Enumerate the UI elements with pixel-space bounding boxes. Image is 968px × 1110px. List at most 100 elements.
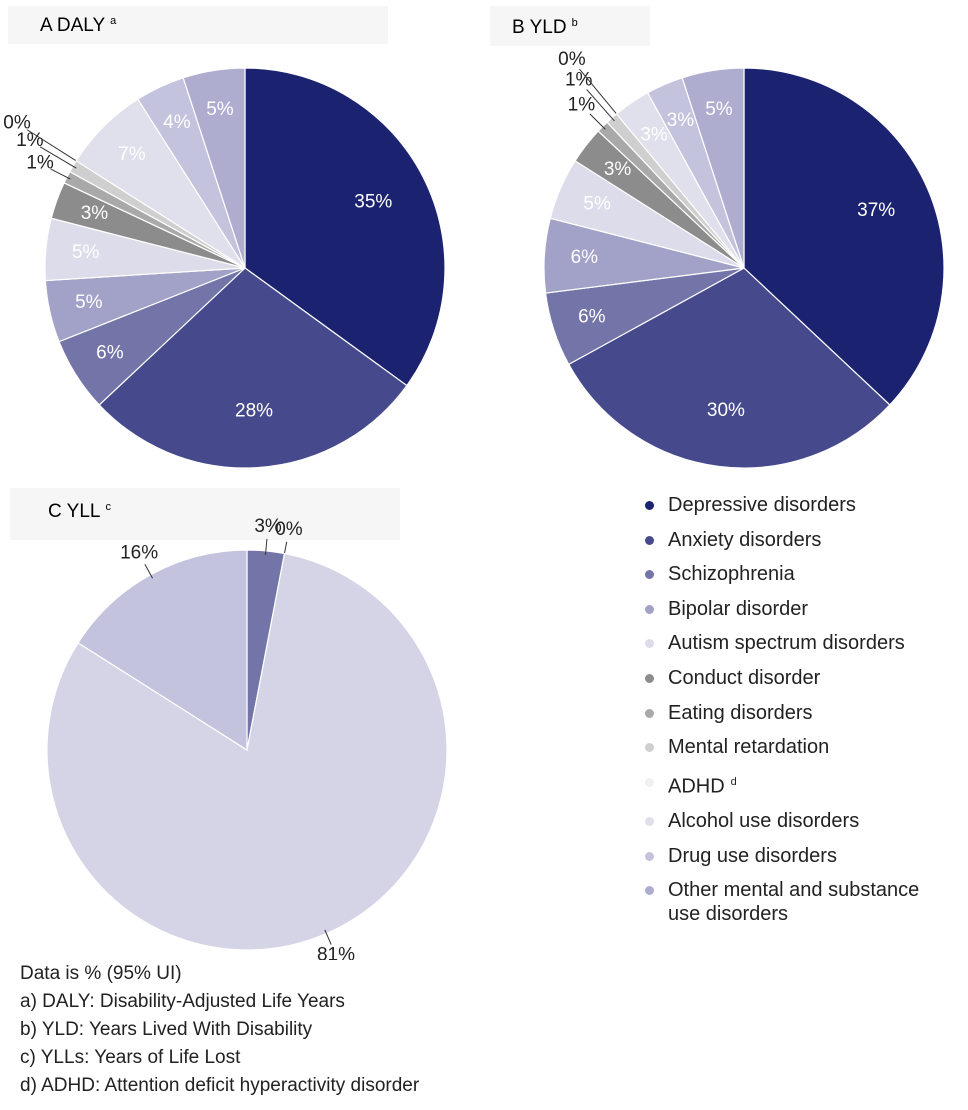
leader-line — [144, 563, 154, 579]
legend-item: Mental retardation — [645, 735, 945, 759]
leader-line — [39, 146, 77, 169]
legend-label: Depressive disorders — [668, 494, 856, 516]
legend-label: ADHD — [668, 775, 725, 798]
title-bg — [10, 488, 400, 540]
legend-label: Autism spectrum disorders — [668, 632, 905, 655]
data-label: 5% — [72, 242, 100, 263]
data-label: 3% — [254, 516, 282, 537]
legend-label: Other mental and substance use disorders — [668, 879, 920, 926]
title-bg — [8, 6, 388, 44]
pie-slice — [567, 267, 891, 469]
leader-line — [264, 538, 268, 555]
legend-label: Schizophrenia — [668, 563, 795, 586]
legend-swatch — [645, 708, 654, 718]
legend-label-wrap: Conduct disorder — [668, 666, 820, 690]
legend-label-wrap: Mental retardation — [668, 735, 829, 759]
leader-line — [586, 89, 615, 122]
data-label: 28% — [235, 401, 273, 422]
legend-label-wrap: Alcohol use disorders — [668, 809, 859, 833]
legend-label-wrap: ADHD d — [668, 770, 737, 799]
legend-label-wrap: Schizophrenia — [668, 562, 795, 586]
data-label: 3% — [604, 159, 632, 180]
legend-swatch — [645, 535, 654, 545]
data-label: 3% — [640, 125, 668, 146]
title-bg — [490, 6, 650, 46]
footnote: d) ADHD: Attention deficit hyperactivity… — [20, 1075, 420, 1096]
pie-slice — [98, 267, 408, 469]
footnote: a) DALY: Disability-Adjusted Life Years — [20, 991, 345, 1012]
leader-line — [579, 68, 620, 118]
data-label: 5% — [75, 292, 103, 313]
data-label: 6% — [578, 306, 606, 327]
data-label: 30% — [707, 400, 745, 421]
legend-item: Anxiety disorders — [645, 528, 945, 552]
legend-label: Alcohol use disorders — [668, 810, 860, 832]
legend-item: Eating disorders — [645, 701, 945, 725]
legend-item: Other mental and substance use disorders — [645, 878, 945, 926]
legend-label: Mental retardation — [668, 736, 830, 759]
footnote: Data is % (95% UI) — [20, 963, 182, 984]
data-label: 6% — [571, 247, 599, 268]
legend-item: Drug use disorders — [645, 844, 945, 868]
data-label: 1% — [16, 130, 44, 151]
legend-swatch — [645, 851, 654, 861]
chart-title: A DALY a — [40, 15, 117, 36]
legend: Depressive disorders Anxiety disorders Sch… — [645, 493, 945, 937]
data-label: 6% — [96, 343, 124, 364]
legend-label: Bipolar disorder — [668, 597, 809, 620]
legend-label-wrap: Other mental and substance use disorders — [668, 878, 945, 926]
data-label: 5% — [583, 193, 611, 214]
legend-swatch — [645, 639, 654, 649]
legend-swatch — [645, 777, 654, 787]
data-label: 0% — [3, 112, 31, 133]
legend-item: Alcohol use disorders — [645, 809, 945, 833]
legend-label: Conduct disorder — [668, 666, 821, 689]
legend-item: Autism spectrum disorders — [645, 631, 945, 655]
data-label: 4% — [163, 112, 191, 133]
title-superscript: c — [105, 501, 111, 513]
legend-item: Bipolar disorder — [645, 597, 945, 621]
legend-label: Anxiety disorders — [668, 528, 822, 551]
legend-superscript: d — [730, 775, 737, 788]
chart-title: C YLL c — [48, 501, 111, 522]
pie-slice — [182, 67, 246, 269]
footnote: c) YLLs: Years of Life Lost — [20, 1047, 241, 1068]
legend-label: Eating disorders — [668, 701, 813, 724]
legend-label: Drug use disorders — [668, 844, 837, 867]
data-label: 3% — [81, 203, 109, 224]
legend-item: Conduct disorder — [645, 666, 945, 690]
footnote: b) YLD: Years Lived With Disability — [20, 1019, 313, 1040]
pie-slice — [743, 67, 945, 406]
pie-slice — [681, 67, 745, 269]
title-superscript: b — [572, 17, 578, 29]
data-label: 37% — [857, 200, 895, 221]
data-label: 5% — [206, 99, 234, 120]
charts: A DALY a35%28%6%5%5%3%1%1%0%7%4%5%B YLD b3… — [3, 6, 945, 960]
legend-swatch — [645, 743, 654, 753]
legend-item: Schizophrenia — [645, 562, 945, 586]
legend-label-wrap: Autism spectrum disorders — [668, 631, 905, 655]
footnotes: Data is % (95% UI) a) DALY: Disability-Ad… — [20, 960, 419, 1100]
chart-title: B YLD b — [512, 17, 578, 38]
leader-line — [50, 168, 71, 180]
data-label: 0% — [558, 49, 586, 70]
data-label: 35% — [354, 192, 392, 213]
legend-swatch — [645, 570, 654, 580]
data-label: 0% — [275, 519, 303, 540]
legend-item: ADHD d — [645, 770, 945, 799]
legend-label-wrap: Drug use disorders — [668, 844, 837, 868]
data-label: 1% — [565, 69, 593, 90]
legend-label-wrap: Depressive disorders — [668, 493, 856, 517]
pie-slice — [244, 67, 446, 387]
data-label: 5% — [705, 99, 733, 120]
legend-label-wrap: Eating disorders — [668, 701, 813, 725]
leader-line — [26, 129, 80, 164]
data-label: 81% — [317, 945, 355, 960]
legend-label-wrap: Anxiety disorders — [668, 528, 821, 552]
leader-line — [324, 929, 332, 945]
data-label: 3% — [667, 110, 695, 131]
data-label: 16% — [120, 543, 158, 564]
title-superscript: a — [110, 15, 117, 27]
leader-line — [589, 113, 606, 130]
